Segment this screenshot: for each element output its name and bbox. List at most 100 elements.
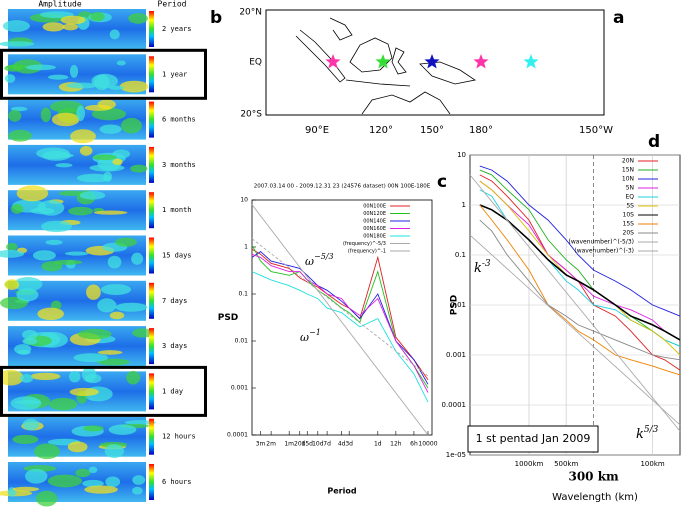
map-blob — [100, 284, 132, 296]
legend-label: 5S — [626, 203, 634, 210]
map-blob — [49, 100, 84, 113]
amplitude-map — [8, 185, 146, 233]
column-header: Amplitude — [38, 0, 82, 9]
map-blob — [36, 147, 70, 160]
spectrum-line — [479, 204, 681, 376]
map-blob — [91, 73, 118, 89]
chart-title: 2007.03.14 00 - 2009.12.31 23 (24576 dat… — [254, 184, 431, 190]
map-blob — [58, 190, 85, 196]
map-blob — [121, 117, 142, 134]
colorbar — [149, 373, 154, 410]
legend-label: (frequency)^-5/3 — [343, 241, 386, 247]
spectrum-line — [251, 251, 429, 385]
map-blob — [82, 479, 104, 488]
legend-label: 00N180E — [363, 234, 386, 240]
spectrum-line — [251, 244, 429, 389]
station-star — [375, 54, 391, 69]
lat-label: 20°S — [240, 110, 262, 120]
period-label: 7 days — [162, 297, 187, 305]
x-tick-label: 6h — [410, 441, 418, 448]
map-blob — [55, 163, 73, 168]
map-blob — [14, 344, 32, 355]
map-blob — [25, 468, 48, 484]
map-blob — [128, 13, 148, 24]
note-text: 1 st pentad Jan 2009 — [476, 432, 591, 445]
lon-label: 120° — [369, 125, 393, 136]
map-blob — [6, 242, 18, 251]
annotation-base: k — [636, 427, 644, 442]
highlight-box — [0, 48, 207, 100]
map-blob — [108, 424, 137, 435]
amplitude-map — [8, 99, 146, 144]
panel-label: c — [437, 172, 447, 192]
reference-line — [251, 238, 429, 377]
y-tick-label: 0.1 — [238, 291, 248, 298]
period-label: 6 months — [162, 116, 196, 124]
map-blob — [116, 60, 126, 66]
map-blob — [131, 252, 144, 265]
legend-label: (wavenumber)^(-3) — [574, 248, 634, 255]
map-blob — [66, 82, 98, 89]
annotation-base: ω — [305, 255, 314, 268]
x-tick-label: 12h — [390, 441, 402, 448]
map-blob — [88, 466, 98, 474]
annotation-sup: 5/3 — [644, 425, 659, 435]
legend-label: EQ — [625, 194, 634, 201]
map-blob — [39, 11, 74, 19]
legend-label: 10N — [622, 176, 634, 183]
map-blob — [64, 251, 89, 256]
y-tick-label: 10 — [457, 151, 466, 159]
map-blob — [86, 284, 101, 300]
map-blob — [34, 443, 60, 460]
lon-label: 150°W — [579, 125, 613, 136]
legend-label: 20N — [622, 158, 634, 165]
amplitude-map — [0, 235, 146, 276]
map-blob — [47, 474, 83, 488]
map-blob — [40, 107, 51, 123]
map-blob — [12, 434, 39, 444]
period-label: 1 year — [162, 70, 187, 78]
map-blob — [130, 164, 148, 173]
colorbar — [149, 418, 154, 455]
legend-label: 20S — [623, 230, 635, 237]
amplitude-map — [0, 277, 148, 321]
reference-line — [469, 174, 681, 432]
lon-label: 90°E — [305, 125, 329, 136]
note-box — [467, 425, 599, 453]
period-label: 6 hours — [162, 478, 192, 486]
map-blob — [67, 441, 88, 453]
map-blob — [68, 370, 81, 383]
map-blob — [48, 397, 78, 411]
amplitude-map — [0, 9, 148, 49]
map-blob — [90, 11, 105, 22]
legend-label: 10S — [623, 212, 635, 219]
map-blob — [97, 350, 123, 355]
map-blob — [13, 277, 43, 292]
map-blob — [76, 173, 112, 183]
station-star — [473, 54, 489, 69]
x-tick-label: 2m — [266, 441, 276, 448]
map-blob — [48, 74, 69, 80]
map-blob — [84, 104, 112, 111]
lat-label: 20°N — [239, 8, 262, 18]
map-blob — [70, 129, 96, 144]
map-blob — [30, 372, 61, 381]
annotation: k-3 — [474, 259, 491, 276]
legend-label: 00N140E — [363, 219, 386, 225]
map-blob — [124, 420, 156, 425]
map-blob — [79, 191, 106, 200]
x-axis-label: Period — [327, 487, 356, 496]
lon-label: 180° — [469, 125, 493, 136]
amplitude-map — [4, 54, 149, 95]
annotation: ω−5/3 — [305, 252, 334, 268]
map-blob — [0, 369, 24, 386]
map-blob — [119, 80, 149, 93]
map-blob — [115, 237, 137, 247]
map-blob — [83, 425, 104, 432]
map-blob — [112, 158, 123, 166]
map-blob — [131, 486, 143, 495]
station-star — [424, 54, 440, 69]
map-blob — [69, 64, 79, 78]
x-tick-label: 10000 — [418, 441, 437, 448]
